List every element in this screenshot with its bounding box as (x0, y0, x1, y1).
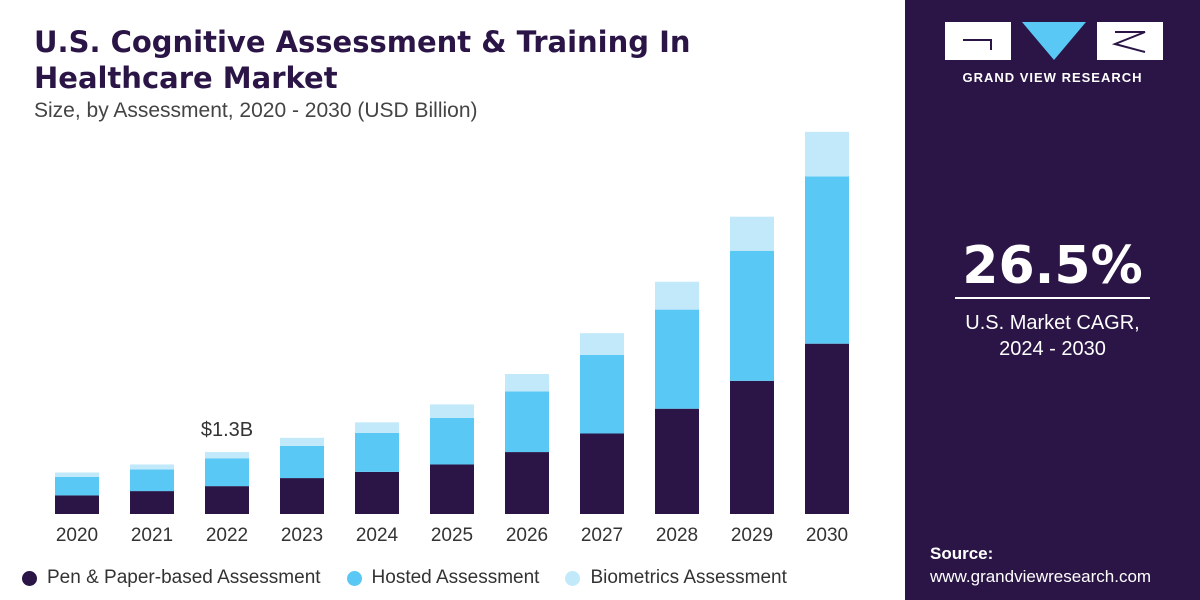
cagr-label: U.S. Market CAGR, 2024 - 2030 (905, 310, 1200, 362)
x-tick-label-2028: 2028 (656, 525, 698, 546)
bar-2029-series-2 (730, 216, 774, 251)
bar-2023-series-1 (280, 445, 324, 479)
brand-name: GRAND VIEW RESEARCH (962, 70, 1143, 85)
bar-2022-series-0 (205, 486, 249, 514)
stacked-bar-chart: 2020 2021 2022 $1.3B 2023 2024 2025 2026 2027 202… (55, 131, 849, 546)
legend-item-biometrics: Biometrics Assessment (565, 567, 787, 589)
legend-swatch-pen-paper (22, 570, 37, 586)
source-label: Source: (930, 544, 994, 563)
logo-v-mark (1022, 22, 1086, 60)
bar-2023-series-2 (280, 437, 324, 446)
bar-2025-series-2 (430, 404, 474, 418)
bar-2020-series-1 (55, 476, 99, 496)
bar-2028-series-1 (655, 309, 699, 409)
chart-subtitle: Size, by Assessment, 2020 - 2030 (USD Bi… (34, 99, 478, 122)
bar-2028-series-0 (655, 408, 699, 514)
bar-2024-series-2 (355, 422, 399, 433)
legend-label-hosted: Hosted Assessment (371, 567, 540, 588)
bar-2026-series-0 (505, 452, 549, 514)
chart-title: U.S. Cognitive Assessment & Training In … (34, 25, 691, 95)
x-tick-label-2025: 2025 (431, 525, 473, 546)
legend-item-hosted: Hosted Assessment (346, 567, 540, 589)
bar-2021-series-2 (130, 464, 174, 470)
bar-2027-series-2 (580, 333, 624, 355)
x-tick-label-2021: 2021 (131, 525, 173, 546)
x-tick-label-2022: 2022 (206, 525, 248, 546)
bar-2025-series-1 (430, 418, 474, 465)
logo-block-r (1097, 22, 1163, 60)
x-tick-label-2024: 2024 (356, 525, 399, 546)
legend-label-biometrics: Biometrics Assessment (590, 567, 787, 588)
cagr-value: 26.5% (962, 236, 1143, 296)
bar-2030-series-1 (805, 176, 849, 344)
x-tick-label-2030: 2030 (806, 525, 848, 546)
x-tick-label-2026: 2026 (506, 525, 548, 546)
bar-2027-series-1 (580, 354, 624, 434)
bar-2025-series-0 (430, 464, 474, 514)
x-tick-label-2020: 2020 (56, 525, 98, 546)
gvr-logo (945, 22, 1163, 60)
info-panel: GRAND VIEW RESEARCH 26.5% U.S. Market CA… (905, 0, 1200, 600)
bar-2030-series-2 (805, 131, 849, 177)
legend-swatch-hosted (346, 570, 362, 586)
bar-2021-series-1 (130, 469, 174, 492)
cagr-label-line1: U.S. Market CAGR, (965, 312, 1140, 334)
bar-2024-series-0 (355, 471, 399, 514)
x-tick-label-2029: 2029 (731, 525, 773, 546)
bar-2029-series-0 (730, 380, 774, 514)
chart-legend: Pen & Paper-based Assessment Hosted Asse… (22, 564, 787, 592)
data-label-2022: $1.3B (201, 419, 253, 441)
x-tick-label-2027: 2027 (581, 525, 623, 546)
chart-panel: U.S. Cognitive Assessment & Training In … (22, 25, 849, 592)
bar-2029-series-1 (730, 250, 774, 381)
bar-2027-series-0 (580, 433, 624, 514)
bar-2026-series-2 (505, 374, 549, 392)
cagr-divider (955, 297, 1150, 299)
cagr-label-line2: 2024 - 2030 (999, 338, 1106, 360)
legend-item-pen-paper: Pen & Paper-based Assessment (22, 567, 321, 589)
x-tick-label-2023: 2023 (281, 525, 323, 546)
legend-swatch-biometrics (565, 570, 581, 586)
legend-label-pen-paper: Pen & Paper-based Assessment (47, 567, 321, 588)
bar-2020-series-0 (55, 495, 99, 514)
bar-2023-series-0 (280, 478, 324, 514)
bar-2022-series-1 (205, 458, 249, 487)
bar-2022-series-2 (205, 452, 249, 459)
logo-g-mark (963, 39, 992, 50)
bar-2028-series-2 (655, 281, 699, 310)
bar-2020-series-2 (55, 472, 99, 477)
bar-2024-series-1 (355, 432, 399, 472)
source-link[interactable]: www.grandviewresearch.com (930, 567, 1152, 586)
bar-2030-series-0 (805, 343, 849, 514)
logo-r-mark (1111, 31, 1146, 53)
bar-2026-series-1 (505, 391, 549, 453)
bar-2021-series-0 (130, 491, 174, 514)
